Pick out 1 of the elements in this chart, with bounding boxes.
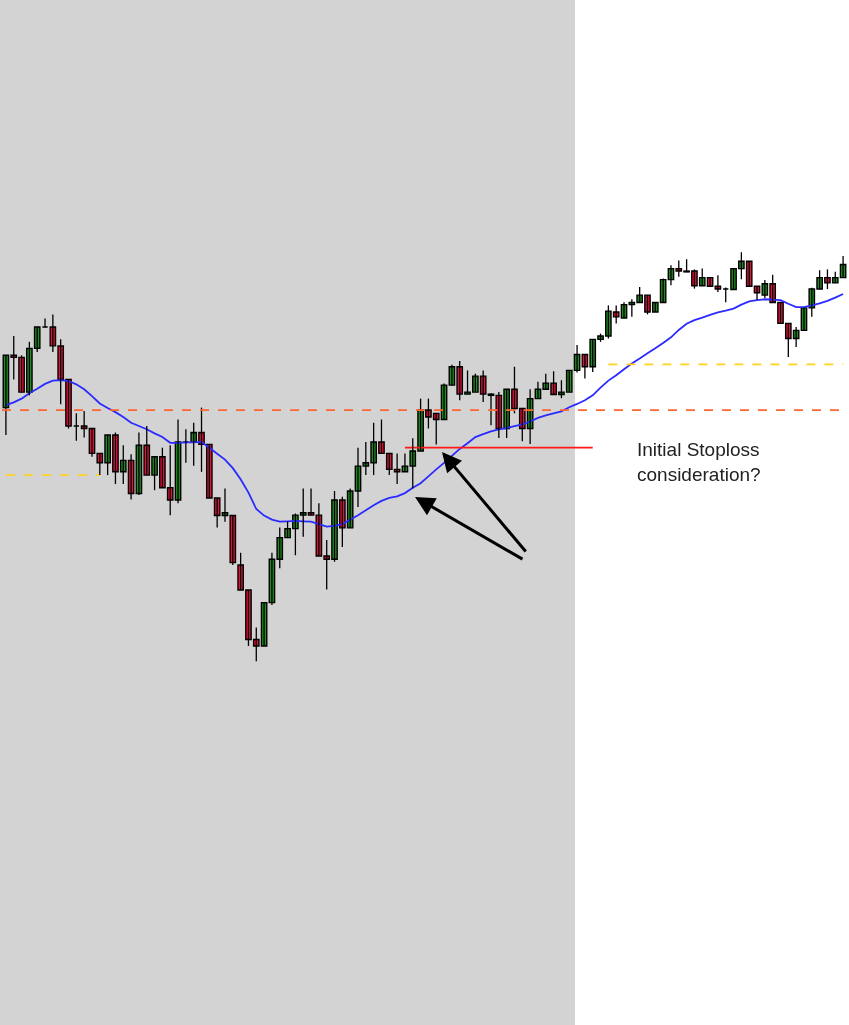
annotation: Initial Stoploss consideration? bbox=[637, 439, 761, 485]
